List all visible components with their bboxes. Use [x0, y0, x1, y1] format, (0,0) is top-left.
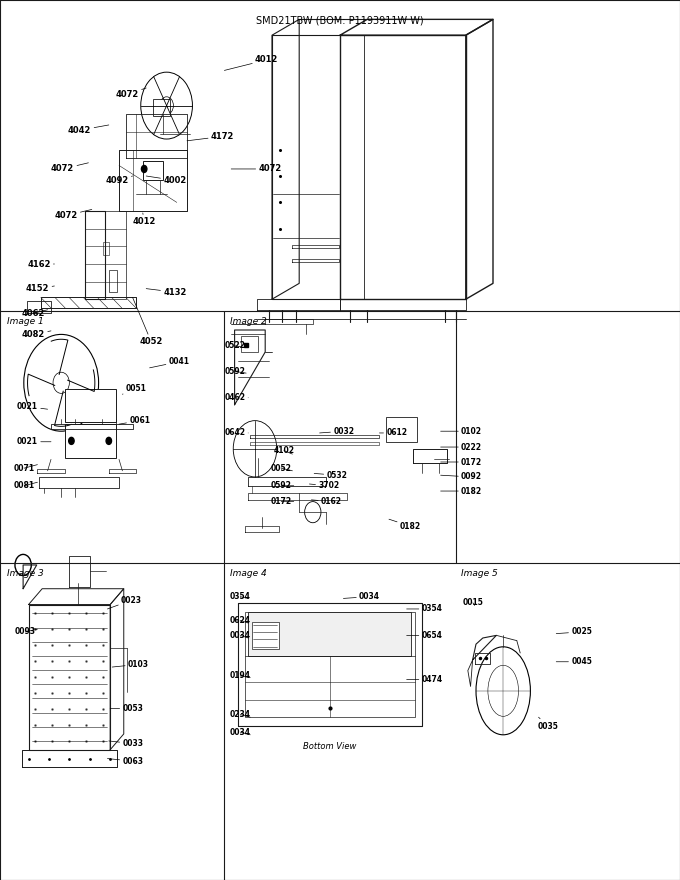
- Bar: [386, 417, 417, 442]
- Text: 0063: 0063: [107, 757, 143, 766]
- Text: 0172: 0172: [271, 497, 294, 506]
- Text: 0035: 0035: [537, 717, 558, 730]
- Text: 4172: 4172: [187, 132, 234, 141]
- Bar: [245, 612, 415, 717]
- Text: 4012: 4012: [133, 213, 156, 226]
- Text: 0034: 0034: [343, 592, 380, 601]
- Text: 0092: 0092: [441, 473, 482, 481]
- Text: Image 3: Image 3: [7, 569, 44, 578]
- Text: 0093: 0093: [15, 627, 37, 636]
- Text: 4072: 4072: [116, 88, 146, 99]
- Text: 0354: 0354: [230, 592, 251, 601]
- Text: 0624: 0624: [230, 616, 251, 625]
- Text: 0103: 0103: [112, 660, 149, 669]
- Bar: [109, 270, 117, 292]
- Bar: [143, 161, 163, 180]
- Text: 0642: 0642: [224, 429, 248, 437]
- Text: 0654: 0654: [407, 631, 443, 640]
- Text: 0522: 0522: [224, 341, 245, 350]
- Text: Image 1: Image 1: [7, 317, 44, 326]
- Text: 4132: 4132: [146, 288, 186, 297]
- Text: 0182: 0182: [389, 519, 421, 531]
- Text: 0354: 0354: [407, 605, 443, 613]
- Bar: [248, 612, 411, 656]
- Text: 0033: 0033: [109, 739, 143, 748]
- Bar: [252, 622, 279, 649]
- Text: 4042: 4042: [68, 125, 109, 135]
- Text: 0015: 0015: [462, 598, 483, 607]
- Text: 0061: 0061: [119, 416, 150, 425]
- Bar: [241, 336, 258, 352]
- Text: 0032: 0032: [320, 427, 354, 436]
- Text: Bottom View: Bottom View: [303, 742, 356, 751]
- Text: 4012: 4012: [224, 55, 278, 70]
- Text: 0612: 0612: [379, 429, 407, 437]
- Text: 0222: 0222: [441, 443, 482, 451]
- Text: 0182: 0182: [441, 487, 482, 495]
- Text: 0052: 0052: [271, 464, 292, 473]
- Text: 0034: 0034: [230, 631, 251, 640]
- Text: 0462: 0462: [224, 393, 248, 402]
- Text: 0045: 0045: [556, 657, 592, 666]
- Text: 4102: 4102: [273, 446, 294, 455]
- Bar: [65, 424, 116, 458]
- Text: 0023: 0023: [107, 596, 142, 609]
- Text: Image 4: Image 4: [230, 569, 267, 578]
- Text: Image 2: Image 2: [230, 317, 267, 326]
- Text: 4152: 4152: [26, 284, 54, 293]
- Bar: [65, 389, 116, 422]
- Bar: [153, 99, 170, 116]
- Text: 0081: 0081: [14, 481, 37, 490]
- Text: 0102: 0102: [441, 427, 482, 436]
- Text: 0532: 0532: [314, 471, 347, 480]
- Text: 4072: 4072: [231, 165, 282, 173]
- Text: 0041: 0041: [150, 357, 190, 368]
- Bar: [103, 242, 109, 255]
- Text: 4002: 4002: [146, 176, 186, 185]
- Text: 4162: 4162: [27, 260, 54, 268]
- Text: 0025: 0025: [556, 627, 592, 636]
- Text: 0021: 0021: [17, 437, 51, 446]
- Text: 0234: 0234: [230, 710, 251, 719]
- Text: 3702: 3702: [309, 481, 339, 490]
- Text: 4052: 4052: [133, 297, 163, 346]
- Text: 4062: 4062: [22, 309, 48, 318]
- Text: 4092: 4092: [105, 176, 133, 185]
- Text: 0592: 0592: [271, 481, 294, 490]
- Text: SMD21TBW (BOM: P1193911W W): SMD21TBW (BOM: P1193911W W): [256, 16, 424, 26]
- Text: Image 5: Image 5: [461, 569, 498, 578]
- Circle shape: [141, 165, 147, 172]
- Text: 0034: 0034: [230, 728, 251, 737]
- Text: 4072: 4072: [54, 209, 92, 220]
- Text: 0474: 0474: [407, 675, 443, 684]
- Text: 4082: 4082: [22, 330, 51, 339]
- Circle shape: [106, 437, 112, 444]
- Text: 0592: 0592: [224, 367, 246, 376]
- Text: 0071: 0071: [14, 464, 37, 473]
- Text: 4072: 4072: [51, 163, 88, 173]
- Text: 0021: 0021: [17, 402, 48, 411]
- Text: 0053: 0053: [110, 704, 143, 713]
- Text: 0194: 0194: [230, 671, 251, 680]
- Circle shape: [69, 437, 74, 444]
- Text: 0051: 0051: [122, 385, 147, 394]
- Text: 0162: 0162: [311, 497, 342, 506]
- Text: 0172: 0172: [441, 458, 482, 466]
